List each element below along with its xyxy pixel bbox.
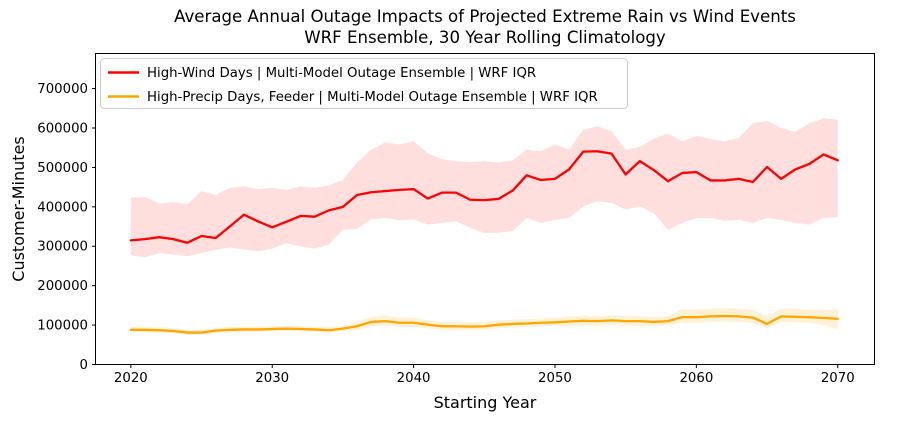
x-tick-label: 2020 [114, 371, 148, 386]
axes-layer: 2020 2030 2040 2050 2060 2070 0 100000 200000 300… [37, 82, 854, 386]
y-tick-label: 0 [80, 358, 88, 373]
chart-title: Average Annual Outage Impacts of Project… [174, 7, 796, 26]
series-band-0 [130, 118, 838, 258]
legend-label-high-wind: High-Wind Days | Multi-Model Outage Ense… [147, 66, 536, 81]
iqr-bands-layer [130, 118, 838, 335]
plot-border [95, 53, 875, 365]
y-tick-label: 100000 [37, 319, 88, 334]
x-tick-label: 2030 [255, 371, 289, 386]
x-tick-label: 2050 [538, 371, 572, 386]
y-axis-label: Customer-Minutes [9, 136, 28, 281]
series-line-0 [129, 150, 839, 244]
legend: High-Wind Days | Multi-Model Outage Ense… [100, 58, 628, 109]
y-tick-label: 200000 [37, 279, 88, 294]
chart-subtitle: WRF Ensemble, 30 Year Rolling Climatolog… [304, 28, 666, 47]
y-tick-label: 300000 [37, 240, 88, 255]
series-band-1 [130, 308, 838, 335]
y-tick-label: 500000 [37, 161, 88, 176]
y-tick-label: 600000 [37, 121, 88, 136]
legend-label-high-precip: High-Precip Days, Feeder | Multi-Model O… [147, 90, 598, 105]
x-tick-label: 2070 [821, 371, 855, 386]
y-tick-label: 700000 [37, 82, 88, 97]
x-tick-label: 2040 [397, 371, 431, 386]
series-line-1 [129, 314, 839, 334]
legend-box [100, 58, 628, 109]
x-axis-label: Starting Year [434, 393, 537, 412]
y-tick-label: 400000 [37, 200, 88, 215]
x-tick-label: 2060 [679, 371, 713, 386]
series-lines-layer [129, 150, 839, 334]
